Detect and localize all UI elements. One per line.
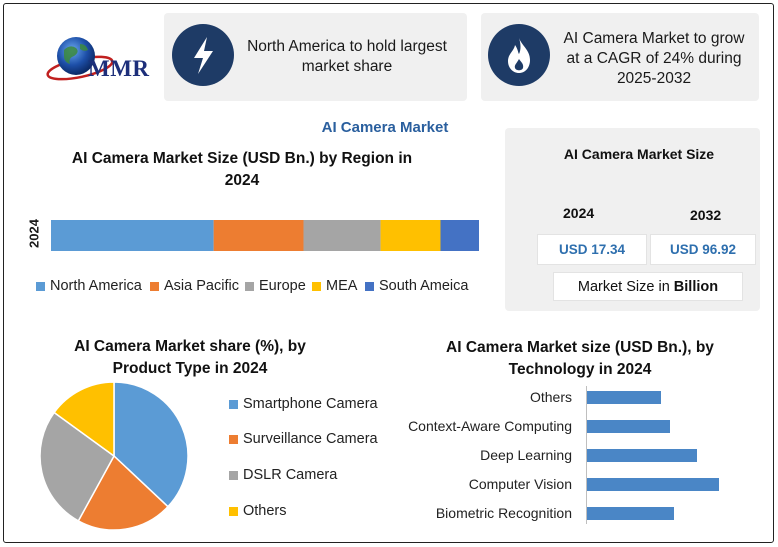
tech-bar-deep-learning: [587, 449, 697, 462]
region-legend-north-america: North America: [36, 278, 142, 294]
highlight-card-north-america: North America to hold largest market sha…: [164, 13, 467, 101]
pie-slice-smartphone-camera: [113, 381, 189, 508]
legend-swatch: [365, 281, 374, 291]
footer-prefix: Market Size in: [577, 278, 674, 295]
legend-swatch: [312, 281, 321, 291]
legend-swatch: [245, 281, 254, 291]
pie-slice-surveillance-camera: [77, 454, 170, 531]
globe-icon: [46, 37, 114, 81]
region-legend-mea: MEA: [312, 278, 357, 294]
legend-swatch: [229, 434, 238, 444]
legend-label: DSLR Camera: [243, 467, 338, 483]
market-size-card-title: AI Camera Market Size: [563, 146, 715, 162]
value-2024: USD 17.34: [537, 234, 647, 265]
highlight-text-cagr: AI Camera Market to grow at a CAGR of 24…: [563, 30, 745, 87]
region-bar-north-america: [51, 220, 214, 251]
legend-label: MEA: [326, 278, 358, 294]
year-2024-label: 2024: [563, 205, 595, 221]
market-size-card: AI Camera Market Size 2024 2032 USD 17.3…: [505, 128, 760, 311]
product-pie-chart: [39, 381, 189, 531]
legend-label: Others: [243, 503, 287, 519]
region-axis-label: 2024: [26, 219, 42, 248]
technology-chart-title: AI Camera Market size (USD Bn.), by Tech…: [446, 339, 714, 378]
region-legend-asia-pacific: Asia Pacific: [150, 278, 239, 294]
region-legend-south-ameica: South Ameica: [365, 278, 468, 294]
tech-label-deep-learning: Deep Learning: [480, 447, 572, 463]
highlight-card-cagr: AI Camera Market to grow at a CAGR of 24…: [481, 13, 759, 101]
tech-label-biometric-recognition: Biometric Recognition: [435, 505, 572, 521]
infographic-frame: [3, 3, 774, 543]
product-chart-title: AI Camera Market share (%), by Product T…: [74, 338, 306, 377]
legend-swatch: [36, 281, 45, 291]
legend-label: South Ameica: [379, 278, 469, 294]
legend-swatch: [229, 399, 238, 409]
pie-legend-smartphone-camera: Smartphone Camera: [229, 396, 378, 412]
tech-label-others: Others: [529, 389, 572, 405]
pie-slice-others: [53, 381, 115, 458]
legend-swatch: [229, 470, 238, 480]
legend-label: North America: [50, 278, 142, 294]
pie-legend-surveillance-camera: Surveillance Camera: [229, 431, 378, 447]
flame-icon: [488, 24, 550, 86]
legend-label: Europe: [259, 278, 306, 294]
technology-axis-line: [586, 386, 587, 524]
region-bar-europe: [303, 220, 381, 251]
tech-bar-biometric-recognition: [587, 507, 675, 520]
pie-legend-dslr-camera: DSLR Camera: [229, 467, 337, 483]
value-2032: USD 96.92: [650, 234, 756, 265]
tech-label-context-aware-computing: Context-Aware Computing: [408, 418, 572, 434]
market-size-footer: Market Size in Billion: [553, 272, 743, 301]
tech-bar-computer-vision: [587, 478, 719, 491]
legend-label: Surveillance Camera: [243, 431, 378, 447]
legend-swatch: [229, 506, 238, 516]
region-chart-title: AI Camera Market Size (USD Bn.) by Regio…: [71, 150, 413, 189]
pie-slice-dslr-camera: [39, 411, 115, 522]
mmr-logo: MMR: [40, 30, 166, 92]
region-bar-asia-pacific: [213, 220, 304, 251]
legend-swatch: [150, 281, 159, 291]
region-legend-europe: Europe: [245, 278, 306, 294]
highlight-text-north-america: North America to hold largest market sha…: [247, 38, 447, 75]
legend-label: Smartphone Camera: [243, 396, 378, 412]
region-stacked-bar: [51, 220, 479, 251]
region-bar-mea: [380, 220, 441, 251]
tech-bar-others: [587, 391, 661, 404]
lightning-bolt-icon: [172, 24, 234, 86]
footer-unit: Billion: [673, 278, 719, 295]
legend-label: Asia Pacific: [164, 278, 239, 294]
main-title: AI Camera Market: [321, 119, 449, 136]
pie-legend-others: Others: [229, 503, 287, 519]
tech-label-computer-vision: Computer Vision: [468, 476, 572, 492]
tech-bar-context-aware-computing: [587, 420, 671, 433]
logo-text: MMR: [88, 56, 150, 81]
region-bar-south-ameica: [440, 220, 479, 251]
year-2032-label: 2032: [690, 207, 722, 223]
